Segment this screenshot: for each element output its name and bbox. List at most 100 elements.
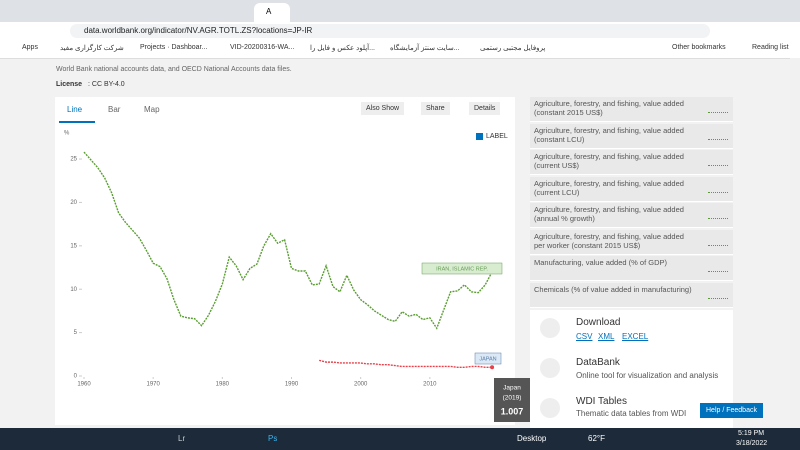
y-tick-label: 0 [74, 374, 78, 380]
xml-link[interactable]: XML [598, 332, 615, 341]
indicator-item[interactable]: Agriculture, forestry, and fishing, valu… [530, 203, 733, 228]
chart-card: Line Bar Map Also Show Share Details LAB… [55, 97, 515, 425]
indicator-item[interactable]: Agriculture, forestry, and fishing, valu… [530, 123, 733, 149]
tab-strip: A [0, 0, 800, 22]
databank-desc: Online tool for visualization and analys… [576, 371, 719, 380]
sparkline-icon [708, 237, 728, 246]
bookmark[interactable]: Apps [22, 44, 38, 51]
label-checkbox[interactable] [476, 133, 483, 140]
bookmark[interactable]: سایت سنتز آزمایشگاه... [390, 45, 460, 52]
clock-time: 5:19 PM [738, 430, 765, 437]
tab-line[interactable]: Line [67, 105, 83, 114]
source-note: World Bank national accounts data, and O… [56, 66, 292, 73]
indicator-text: Agriculture, forestry, and fishing, valu… [534, 99, 684, 108]
taskbar: Lr Ps Desktop 62°F 5:19 PM 3/18/2022 [0, 428, 800, 450]
toolbar: data.worldbank.org/indicator/NV.AGR.TOTL… [0, 22, 800, 40]
indicator-text: Chemicals (% of value added in manufactu… [534, 284, 692, 294]
tools-card: Download CSV XML EXCEL DataBank Online t… [530, 310, 733, 428]
address-bar[interactable]: data.worldbank.org/indicator/NV.AGR.TOTL… [70, 24, 710, 38]
wdi-icon [540, 398, 560, 418]
y-axis-label: % [64, 131, 70, 137]
bookmarks-bar: Apps شرکت کارگزاری مفید Projects · Dashboa… [0, 40, 800, 59]
indicator-item[interactable]: Chemicals (% of value added in manufactu… [530, 282, 733, 308]
series-line [318, 359, 493, 369]
indicator-text: (annual % growth) [534, 214, 595, 223]
url: data.worldbank.org/indicator/NV.AGR.TOTL… [84, 26, 313, 35]
indicator-text: Agriculture, forestry, and fishing, valu… [534, 205, 684, 214]
excel-link[interactable]: EXCEL [622, 332, 649, 341]
license-label: License [56, 81, 83, 88]
indicator-text: Agriculture, forestry, and fishing, valu… [534, 178, 684, 188]
indicator-text: Manufacturing, value added (% of GDP) [534, 258, 667, 267]
bookmark[interactable]: شرکت کارگزاری مفید [60, 45, 124, 52]
tooltip [494, 378, 530, 422]
taskbar-app[interactable]: Lr [178, 434, 186, 443]
active-tab[interactable]: A [254, 3, 290, 22]
taskbar-app[interactable]: Ps [268, 434, 278, 443]
hover-point [490, 365, 495, 370]
indicator-item[interactable]: Agriculture, forestry, and fishing, valu… [530, 229, 733, 255]
indicator-text: Agriculture, forestry, and fishing, valu… [534, 231, 684, 241]
sparkline-icon [708, 157, 728, 166]
desktop[interactable]: Desktop [517, 434, 547, 443]
clock-date: 3/18/2022 [736, 440, 768, 447]
details-button[interactable]: Details [469, 102, 501, 115]
sparkline-icon [708, 290, 728, 299]
tab-label: A [266, 7, 272, 16]
bookmark[interactable]: Other bookmarks [672, 44, 726, 51]
bookmark[interactable]: Projects · Dashboar... [140, 44, 208, 51]
tooltip-name: Japan [503, 385, 521, 392]
download-icon [540, 318, 560, 338]
sparkline-icon [708, 104, 728, 113]
y-tick-label: 10 [70, 287, 77, 293]
x-tick-label: 1990 [285, 382, 299, 388]
bookmark[interactable]: آپلود عکس و فایل را... [310, 45, 375, 52]
y-tick-label: 20 [70, 200, 77, 206]
series-label-box [421, 262, 503, 275]
x-tick-label: 2000 [354, 382, 368, 388]
series-label: IRAN, ISLAMIC REP. [436, 266, 488, 272]
sparkline-icon [708, 263, 728, 272]
bookmark[interactable]: پروفایل مجتبی رستمی [480, 45, 546, 52]
weather: 62°F [588, 434, 605, 443]
share-button[interactable]: Share [421, 102, 450, 115]
indicator-text: (constant 2015 US$) [534, 108, 603, 117]
indicator-text: (constant LCU) [534, 134, 585, 144]
label-toggle: LABEL [486, 133, 508, 140]
series-label-box [474, 352, 502, 365]
wdi-title[interactable]: WDI Tables [576, 396, 627, 407]
also-show-button[interactable]: Also Show [361, 102, 405, 115]
x-tick-label: 1970 [146, 382, 160, 388]
scrollbar [790, 58, 800, 428]
wdi-desc: Thematic data tables from WDI [576, 409, 687, 418]
x-tick-label: 1960 [77, 382, 91, 388]
y-tick-label: 5 [74, 330, 78, 336]
indicator-text: Agriculture, forestry, and fishing, valu… [534, 125, 684, 135]
download-title[interactable]: Download [576, 317, 621, 328]
x-tick-label: 2010 [423, 382, 437, 388]
indicator-text: (current LCU) [534, 187, 580, 197]
indicator-item[interactable]: Manufacturing, value added (% of GDP) [530, 256, 733, 281]
help-button[interactable]: Help / Feedback [700, 403, 763, 418]
indicator-text: Agriculture, forestry, and fishing, valu… [534, 152, 684, 161]
tab-map[interactable]: Map [144, 105, 160, 114]
csv-link[interactable]: CSV [576, 332, 593, 341]
indicator-item[interactable]: Agriculture, forestry, and fishing, valu… [530, 176, 733, 202]
tab-underline [59, 121, 95, 123]
y-tick-label: 15 [70, 243, 77, 249]
databank-icon [540, 358, 560, 378]
tab-bar[interactable]: Bar [108, 105, 121, 114]
indicator-text: (current US$) [534, 161, 580, 170]
series-label: JAPAN [479, 356, 496, 362]
bookmark[interactable]: VID-20200316-WA... [230, 44, 295, 51]
tooltip-value: 1.007 [501, 406, 524, 416]
databank-title[interactable]: DataBank [576, 357, 620, 368]
sparkline-icon [708, 131, 728, 140]
indicator-item[interactable]: Agriculture, forestry, and fishing, valu… [530, 97, 733, 122]
y-tick-label: 25 [70, 157, 77, 163]
sparkline-icon [708, 184, 728, 193]
tooltip-year: (2019) [503, 395, 522, 402]
bookmark[interactable]: Reading list [752, 44, 789, 51]
indicator-item[interactable]: Agriculture, forestry, and fishing, valu… [530, 150, 733, 175]
